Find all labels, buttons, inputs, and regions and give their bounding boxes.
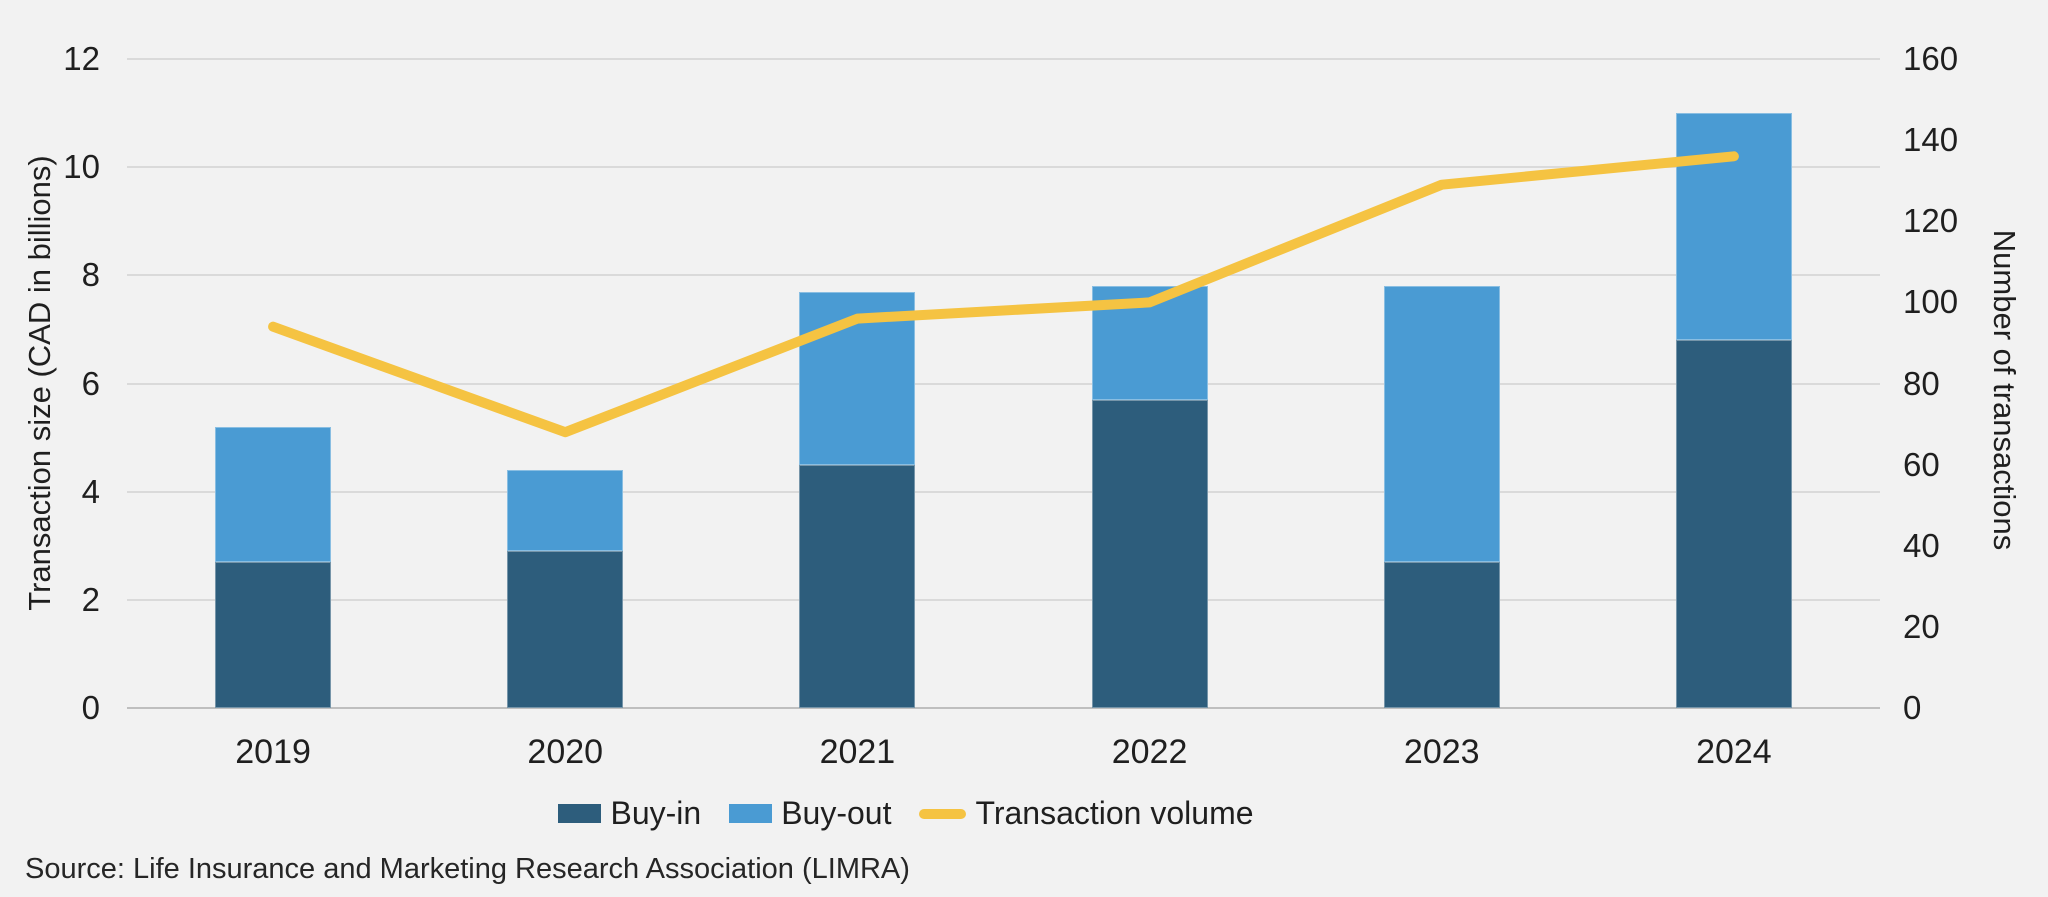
left-axis-tick-2: 2 bbox=[81, 580, 100, 618]
legend-swatch-buy-out bbox=[729, 804, 773, 823]
source-note: Source: Life Insurance and Marketing Res… bbox=[25, 853, 910, 885]
legend-label: Buy-in bbox=[610, 795, 702, 831]
bar-segment-buy-out-2019 bbox=[215, 426, 332, 562]
legend-swatch-buy-in bbox=[558, 804, 602, 823]
bar-segment-buy-in-2020 bbox=[507, 551, 624, 708]
x-axis-tick-2021: 2021 bbox=[819, 733, 896, 771]
bar-segment-buy-out-2023 bbox=[1383, 286, 1500, 562]
gridline-12 bbox=[127, 58, 1880, 60]
x-axis-line bbox=[127, 707, 1880, 709]
bar-segment-buy-out-2024 bbox=[1675, 113, 1792, 341]
left-axis-tick-8: 8 bbox=[81, 256, 100, 294]
legend-label: Buy-out bbox=[781, 795, 892, 831]
gridline-6 bbox=[127, 382, 1880, 385]
x-axis-tick-2023: 2023 bbox=[1403, 733, 1480, 771]
x-axis-tick-2019: 2019 bbox=[235, 733, 311, 771]
transaction-volume-polyline bbox=[268, 151, 1739, 438]
left-axis-tick-0: 0 bbox=[81, 689, 100, 726]
gridline-4 bbox=[127, 490, 1880, 493]
bar-segment-buy-in-2022 bbox=[1091, 399, 1208, 708]
right-axis-tick-120: 120 bbox=[1903, 202, 1959, 240]
x-axis-tick-2022: 2022 bbox=[1111, 733, 1188, 771]
legend-item-buy-in: Buy-in bbox=[558, 795, 701, 832]
right-axis-tick-80: 80 bbox=[1903, 364, 1940, 402]
right-axis-title: Number of transactions bbox=[1987, 229, 2022, 551]
gridline-10 bbox=[127, 166, 1880, 169]
legend-swatch-transaction-volume bbox=[919, 808, 967, 819]
bar-segment-buy-in-2019 bbox=[215, 561, 332, 708]
legend: Buy-in Buy-out Transaction volume bbox=[0, 795, 1812, 832]
left-axis-tick-12: 12 bbox=[63, 40, 100, 77]
left-axis-tick-10: 10 bbox=[63, 148, 100, 186]
right-axis-tick-60: 60 bbox=[1903, 445, 1940, 483]
bar-segment-buy-in-2021 bbox=[799, 464, 916, 708]
right-axis-tick-0: 0 bbox=[1903, 689, 1922, 726]
right-axis-tick-140: 140 bbox=[1903, 121, 1959, 159]
left-axis-tick-4: 4 bbox=[81, 472, 100, 510]
legend-item-buy-out: Buy-out bbox=[729, 795, 891, 832]
right-axis-tick-100: 100 bbox=[1903, 283, 1959, 321]
legend-item-transaction-volume: Transaction volume bbox=[919, 795, 1254, 832]
plot-area bbox=[127, 58, 1880, 709]
left-axis-tick-6: 6 bbox=[81, 364, 100, 402]
right-axis-tick-160: 160 bbox=[1903, 40, 1959, 77]
legend-label: Transaction volume bbox=[975, 795, 1254, 831]
right-axis-tick-20: 20 bbox=[1903, 607, 1940, 645]
x-axis-tick-2020: 2020 bbox=[527, 733, 604, 771]
bar-segment-buy-in-2023 bbox=[1383, 561, 1500, 708]
x-axis-tick-2024: 2024 bbox=[1696, 733, 1772, 771]
transaction-volume-line bbox=[268, 151, 1739, 438]
right-axis-tick-40: 40 bbox=[1903, 526, 1940, 564]
gridline-2 bbox=[127, 598, 1880, 601]
gridline-8 bbox=[127, 274, 1880, 277]
bar-segment-buy-in-2024 bbox=[1675, 340, 1792, 708]
bar-segment-buy-out-2020 bbox=[507, 470, 624, 552]
